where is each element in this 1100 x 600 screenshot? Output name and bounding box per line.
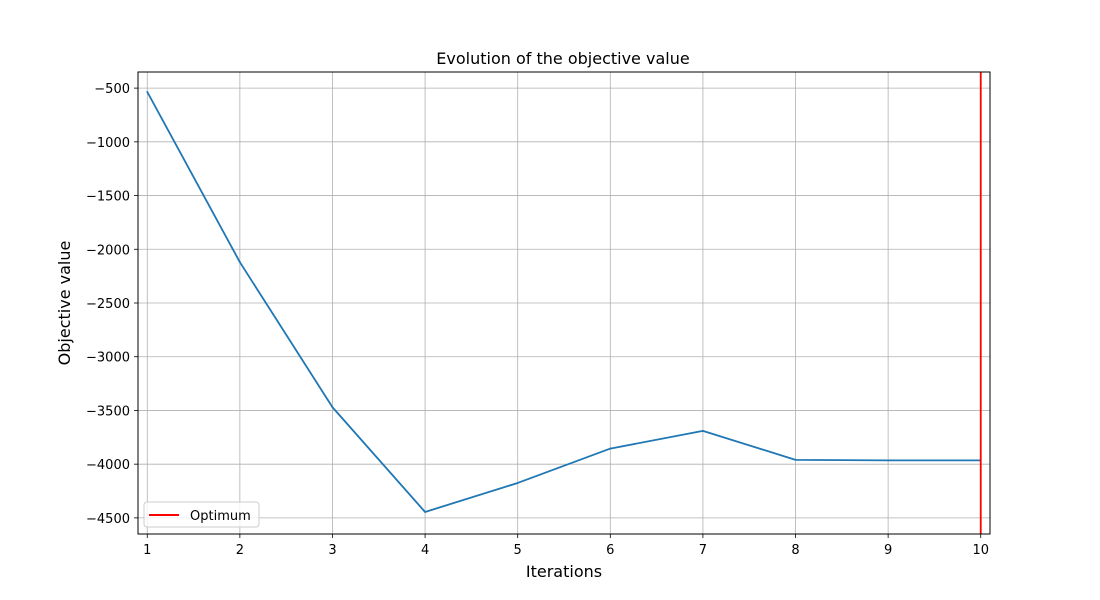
legend: Optimum — [143, 501, 260, 528]
x-tick-label: 8 — [791, 543, 799, 558]
x-tick-label: 1 — [143, 543, 151, 558]
y-tick-label: −4500 — [86, 512, 130, 527]
data-point — [609, 447, 612, 450]
x-tick-label: 3 — [328, 543, 336, 558]
y-tick-label: −500 — [94, 82, 130, 97]
data-point — [146, 90, 149, 93]
y-tick-label: −1000 — [86, 136, 130, 151]
series-line — [146, 91, 981, 513]
x-tick-label: 5 — [514, 543, 522, 558]
y-axis-label: Objective value — [55, 241, 74, 366]
x-axis-label: Iterations — [526, 562, 602, 581]
x-tick-label: 6 — [606, 543, 614, 558]
x-tick-label: 2 — [236, 543, 244, 558]
x-tick-label: 7 — [699, 543, 707, 558]
y-tick-label: −3000 — [86, 351, 130, 366]
chart-title: Evolution of the objective value — [436, 49, 689, 68]
axis-ticks: 1 2 3 4 5 6 7 8 9 10 −500 −1000 −1500 −2000 −2500 −3000… — [86, 82, 989, 558]
y-tick-label: −2000 — [86, 243, 130, 258]
y-tick-label: −2500 — [86, 297, 130, 312]
data-point — [238, 261, 241, 264]
plot-area-frame — [137, 71, 991, 535]
data-point — [887, 459, 890, 462]
x-tick-label: 10 — [972, 543, 989, 558]
legend-label-optimum: Optimum — [190, 509, 251, 524]
data-point — [516, 482, 519, 484]
y-tick-label: −3500 — [86, 404, 130, 419]
data-point — [424, 511, 426, 513]
legend-box — [143, 501, 260, 528]
x-tick-label: 4 — [421, 543, 429, 558]
y-tick-label: −4000 — [86, 458, 130, 473]
data-point — [794, 458, 797, 461]
data-point — [702, 429, 704, 432]
data-point — [331, 406, 334, 409]
y-tick-label: −1500 — [86, 190, 130, 205]
x-tick-label: 9 — [884, 543, 892, 558]
